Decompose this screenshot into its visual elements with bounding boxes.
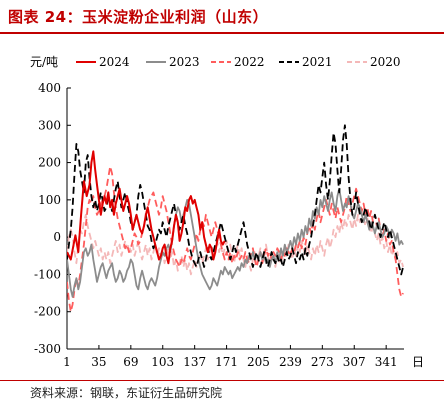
y-tick-label: -100 <box>34 267 61 281</box>
y-tick-label: -300 <box>34 342 61 356</box>
series-line-2021 <box>67 124 404 276</box>
y-tick-label: 400 <box>38 81 61 95</box>
x-tick-label: 171 <box>215 355 238 369</box>
series-line-2020 <box>67 210 404 276</box>
x-tick-label: 205 <box>247 355 270 369</box>
chart-title: 图表 24：玉米淀粉企业利润（山东） <box>8 8 269 26</box>
x-tick-label: 307 <box>343 355 366 369</box>
series-line-2023 <box>67 187 404 298</box>
x-tick-label: 273 <box>311 355 334 369</box>
x-tick-label: 35 <box>91 355 106 369</box>
y-tick-label: 200 <box>38 156 61 170</box>
x-tick-label: 239 <box>279 355 302 369</box>
series-line-2022 <box>67 165 404 313</box>
y-tick-label: -200 <box>34 305 61 319</box>
y-axis-label: 元/吨 <box>30 55 58 69</box>
series-line-2024 <box>67 150 226 265</box>
y-tick-label: 300 <box>38 118 61 132</box>
source-note: 资料来源：钢联，东证衍生品研究院 <box>30 386 223 400</box>
legend-label-2023: 2023 <box>169 55 200 69</box>
plot-area: -300 -200 -100 0 100 200 300 400 1 35 69 103 137 171 2… <box>34 81 404 369</box>
y-tick-label: 100 <box>38 193 61 207</box>
x-tick-label: 1 <box>63 355 71 369</box>
legend-label-2024: 2024 <box>99 55 130 69</box>
y-tick-label: 0 <box>53 230 61 244</box>
chart: 元/吨 2024 2023 2022 2021 2020 -300 -200 -100 0 10… <box>30 55 424 369</box>
legend: 2024 2023 2022 2021 2020 <box>76 55 401 69</box>
x-tick-label: 137 <box>183 355 206 369</box>
legend-label-2021: 2021 <box>302 55 333 69</box>
legend-label-2022: 2022 <box>234 55 265 69</box>
x-tick-label: 341 <box>375 355 398 369</box>
x-tick-label: 103 <box>151 355 174 369</box>
legend-label-2020: 2020 <box>370 55 401 69</box>
source-rule <box>0 380 444 381</box>
x-axis-label: 日 <box>412 355 424 369</box>
x-tick-label: 69 <box>123 355 138 369</box>
title-rule <box>0 32 444 34</box>
